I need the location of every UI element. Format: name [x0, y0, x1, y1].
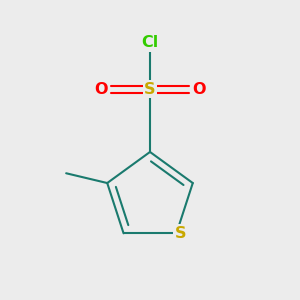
Text: O: O: [192, 82, 206, 97]
Text: S: S: [144, 82, 156, 97]
Text: Cl: Cl: [141, 35, 159, 50]
Text: O: O: [94, 82, 108, 97]
Text: S: S: [175, 226, 186, 241]
